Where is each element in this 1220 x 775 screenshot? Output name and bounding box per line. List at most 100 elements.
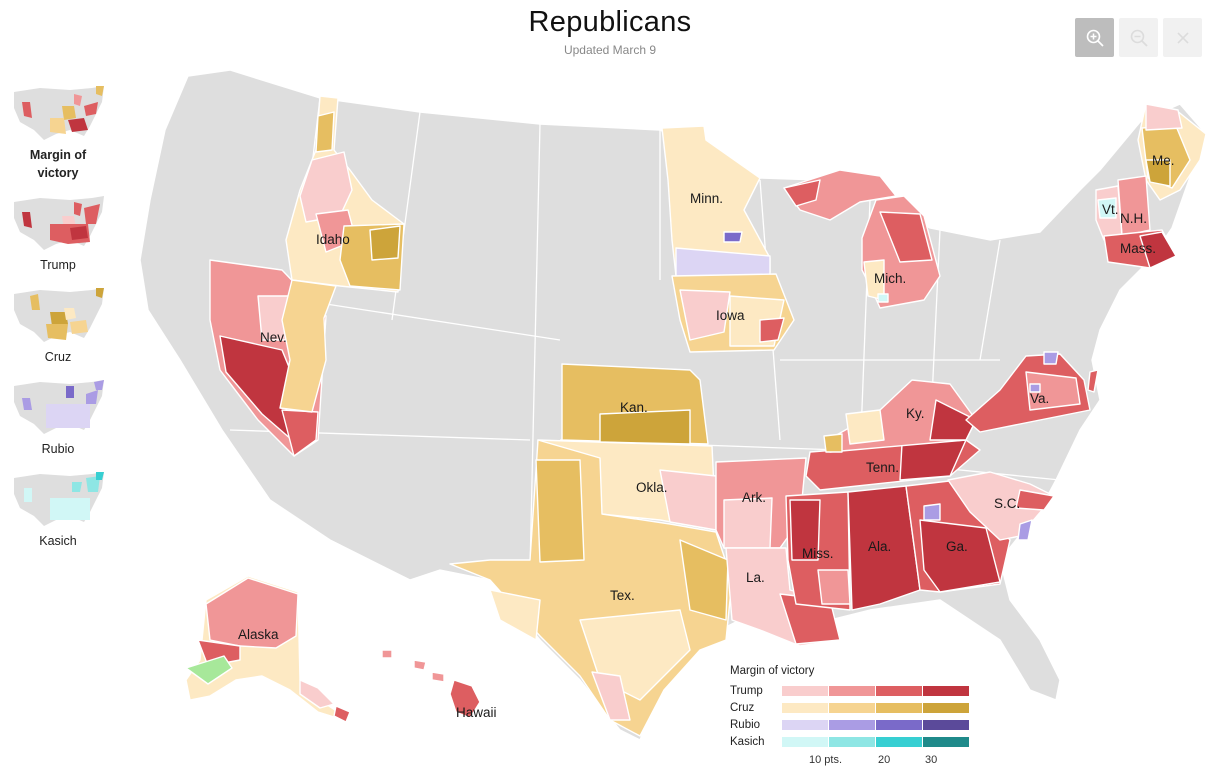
county-cluster-mississippi-dark [789, 499, 821, 561]
legend-tick: 30 [925, 754, 938, 766]
county-cluster-iowa-red [759, 317, 785, 343]
legend-swatch [782, 719, 828, 730]
thumbnail-map-cruz [14, 288, 104, 342]
zoom-out-icon [1130, 29, 1148, 47]
legend: Margin of victory Trump Cruz Rubio Kasich 1… [730, 665, 970, 770]
map-mode-sidebar: Margin of victory Trump Cruz [8, 84, 108, 562]
legend-row-cruz: Cruz [730, 699, 970, 716]
county-cluster-alaska-red [197, 639, 241, 667]
county-cluster-virginia-rubio-2 [1029, 383, 1041, 393]
county-cluster-maine-dark [1145, 159, 1171, 187]
state-label-idaho: Idaho [316, 232, 350, 247]
county-cluster-kentucky-dark [929, 399, 977, 441]
thumbnail-map-kasich [14, 472, 104, 526]
state-label-virginia: Va. [1030, 391, 1049, 406]
state-hawaii-oahu [413, 659, 427, 671]
county-cluster-virginia-coast [1087, 369, 1099, 393]
legend-tick: 20 [878, 754, 891, 766]
county-cluster-alaska-panhandle [299, 679, 335, 709]
state-label-iowa: Iowa [716, 308, 745, 323]
county-cluster-michigan-upper-red [783, 179, 821, 207]
state-label-mississippi: Miss. [802, 546, 834, 561]
legend-swatch [876, 685, 922, 696]
state-label-louisiana: La. [746, 570, 765, 585]
county-cluster-iowa-pink [679, 289, 731, 341]
county-cluster-michigan-kasich [877, 293, 889, 303]
updated-timestamp: Updated March 9 [563, 43, 657, 57]
legend-swatch [829, 685, 875, 696]
county-cluster-maine-pink [1145, 103, 1183, 131]
county-cluster-south-carolina-red [1015, 489, 1055, 511]
thumbnail-map-trump [14, 196, 104, 250]
legend-title: Margin of victory [730, 665, 815, 677]
state-label-hawaii: Hawaii [456, 705, 497, 720]
state-label-texas: Tex. [610, 588, 635, 603]
thumb-rubio[interactable]: Rubio [8, 378, 108, 458]
zoom-out-button[interactable] [1119, 18, 1158, 57]
legend-row-label: Trump [730, 684, 763, 697]
county-cluster-texas-dark [535, 459, 585, 563]
state-label-massachusetts: Mass. [1120, 241, 1156, 256]
legend-row-rubio: Rubio [730, 716, 970, 733]
county-cluster-texas-light-2 [489, 589, 541, 641]
legend-row-label: Rubio [730, 718, 761, 731]
county-cluster-michigan-lower-red [879, 211, 933, 263]
county-cluster-kentucky-cruz [845, 409, 885, 445]
county-cluster-arkansas-light [723, 497, 773, 549]
state-label-georgia: Ga. [946, 539, 968, 554]
zoom-in-button[interactable] [1075, 18, 1114, 57]
legend-swatch [876, 736, 922, 747]
county-cluster-vermont-kasich [1097, 197, 1117, 219]
state-hawaii-island [449, 679, 481, 719]
county-cluster-virginia-pink [1025, 371, 1081, 411]
thumb-margin-of-victory[interactable]: Margin of victory [8, 84, 108, 182]
legend-swatch [923, 685, 969, 696]
county-cluster-kansas-dark [599, 409, 691, 445]
thumb-cruz[interactable]: Cruz [8, 286, 108, 366]
legend-swatch [782, 702, 828, 713]
legend-swatch [782, 685, 828, 696]
county-cluster-alaska-other [185, 655, 233, 685]
zoom-in-icon [1086, 29, 1104, 47]
state-new-hampshire [1117, 175, 1151, 237]
county-cluster-georgia-dark [919, 519, 1001, 593]
state-label-alaska: Alaska [238, 627, 279, 642]
state-hawaii-kauai [381, 649, 393, 659]
county-cluster-mississippi-pink [817, 569, 851, 605]
county-cluster-massachusetts-dark [1139, 231, 1177, 269]
county-cluster-texas-east [679, 539, 729, 621]
thumb-kasich[interactable]: Kasich [8, 470, 108, 550]
thumb-label: Cruz [44, 350, 72, 364]
legend-swatch [923, 719, 969, 730]
state-label-kentucky: Ky. [906, 406, 925, 421]
legend-row-label: Kasich [730, 735, 765, 748]
county-cluster-alaska-pink [205, 577, 299, 649]
county-cluster-virginia-rubio [1043, 351, 1059, 365]
legend-ticks: 10 pts. 20 30 [730, 754, 970, 770]
state-alabama [847, 485, 921, 611]
county-cluster-alaska-south [333, 705, 351, 723]
map-header: Republicans Updated March 9 [0, 6, 1220, 57]
thumb-label: Trump [40, 258, 76, 272]
legend-swatch [923, 702, 969, 713]
legend-swatch [829, 719, 875, 730]
state-label-michigan: Mich. [874, 271, 906, 286]
county-cluster-georgia-rubio [923, 503, 941, 521]
thumb-label: Kasich [39, 534, 77, 548]
state-hawaii-maui [431, 671, 445, 683]
close-button[interactable] [1163, 18, 1202, 57]
state-utah-strip [279, 279, 337, 413]
state-label-kansas: Kan. [620, 400, 648, 415]
county-cluster-minnesota-rubio-2 [723, 231, 743, 243]
zoom-controls [1075, 18, 1202, 57]
thumb-trump[interactable]: Trump [8, 194, 108, 274]
county-cluster-texas-pink [591, 671, 631, 721]
state-label-minnesota: Minn. [690, 191, 723, 206]
state-label-alabama: Ala. [868, 539, 891, 554]
legend-row-label: Cruz [730, 701, 755, 714]
county-cluster-idaho-north [315, 111, 335, 153]
close-icon [1176, 31, 1189, 44]
county-cluster-kentucky-gold [823, 433, 843, 453]
legend-tick: 10 pts. [809, 754, 843, 766]
state-label-maine: Me. [1152, 153, 1175, 168]
